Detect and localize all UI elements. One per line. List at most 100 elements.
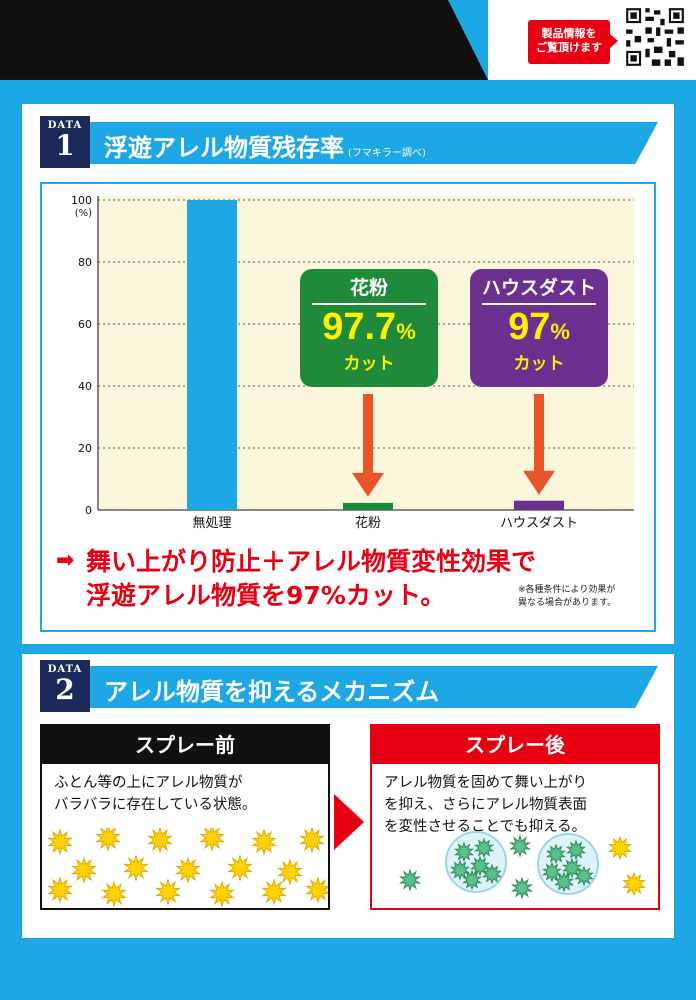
data1-subtitle: (フマキラー調べ) — [348, 148, 426, 159]
data2-panel: DATA 2 アレル物質を抑えるメカニズム スプレー前 ふとん等の上にアレル物質… — [22, 654, 674, 938]
clumped-allergen-icon — [565, 839, 587, 861]
dust-callout: ハウスダスト 97% カット — [470, 269, 608, 387]
allergen-particle-icon — [100, 880, 128, 908]
dust-callout-rule — [482, 303, 596, 305]
dust-callout-cut: カット — [513, 354, 565, 374]
before-text-line-1: ふとん等の上にアレル物質が — [54, 775, 243, 791]
data2-number: 2 — [55, 673, 75, 706]
denatured-allergen-icon — [398, 868, 422, 892]
clumped-allergen-icon — [541, 861, 563, 883]
clumped-allergen-icon — [573, 865, 595, 887]
allergen-particle-icon — [94, 828, 122, 852]
data1-number: 1 — [55, 129, 75, 162]
data2-header: DATA 2 アレル物質を抑えるメカニズム — [40, 660, 658, 712]
x-tick-label: 無処理 — [192, 516, 231, 530]
data1-title-text: 浮遊アレル物質残存率 — [104, 133, 344, 162]
after-spray-box: スプレー後 アレル物質を固めて舞い上がり を抑え、さらにアレル物質表面 を変性さ… — [370, 724, 660, 910]
clumped-allergen-icon — [473, 837, 495, 859]
transition-arrow-icon — [334, 794, 364, 850]
clumped-allergen-illustration — [398, 831, 646, 900]
pollen-value-number: 97.7 — [322, 306, 397, 348]
bar-2 — [343, 502, 393, 510]
after-text-line-1: アレル物質を固めて舞い上がり — [384, 775, 587, 791]
data1-title-bar: 浮遊アレル物質残存率 (フマキラー調べ) — [90, 122, 658, 164]
top-bar-slant — [448, 0, 488, 80]
data1-number-box: DATA 1 — [40, 116, 90, 168]
denatured-allergen-icon — [508, 834, 532, 858]
after-text-line-2: を抑え、さらにアレル物質表面 — [384, 797, 587, 813]
note-line-2: 異なる場合があります。 — [518, 598, 617, 608]
data1-panel: DATA 1 浮遊アレル物質残存率 (フマキラー調べ) 0 20 40 60 80 100 (… — [22, 104, 674, 644]
y-tick-label: 40 — [78, 380, 92, 393]
pollen-callout-value: 97.7% — [300, 305, 438, 354]
x-tick-label: 花粉 — [355, 515, 381, 530]
badge-pointer-icon — [610, 34, 618, 48]
allergen-particle-icon — [622, 871, 646, 897]
allergen-particle-icon — [154, 878, 182, 906]
clumped-allergen-icon — [481, 863, 503, 885]
allergen-particle-icon — [198, 828, 226, 852]
y-tick-label: 0 — [85, 504, 92, 517]
allergen-particle-icon — [298, 828, 326, 854]
allergen-particle-icon — [70, 856, 98, 884]
allergen-particle-icon — [608, 835, 632, 861]
dust-value-number: 97 — [508, 306, 551, 348]
badge-line-1: 製品情報を — [541, 27, 597, 40]
scattered-allergen-illustration — [46, 828, 328, 908]
y-tick-label: 60 — [78, 318, 92, 331]
allergen-particle-icon — [146, 828, 174, 854]
pollen-callout: 花粉 97.7% カット — [300, 269, 438, 387]
badge-line-2: ご覧頂けます — [536, 41, 602, 54]
reduction-arrow-head-icon — [352, 472, 384, 497]
message-arrow-icon: ➡ — [56, 548, 75, 573]
clumped-allergen-icon — [449, 859, 471, 881]
dust-callout-value: 97% — [470, 305, 608, 354]
product-info-badge[interactable]: 製品情報を ご覧頂けます — [528, 20, 610, 64]
message-line-1: 舞い上がり防止＋アレル物質変性効果で — [86, 547, 537, 576]
before-spray-box: スプレー前 ふとん等の上にアレル物質が バラバラに存在している状態。 — [40, 724, 330, 910]
before-spray-title: スプレー前 — [42, 726, 328, 764]
allergen-particle-icon — [260, 878, 288, 906]
clumped-allergen-icon — [453, 841, 475, 863]
allergen-particle-icon — [122, 854, 150, 882]
allergen-particle-icon — [174, 856, 202, 884]
message-line-2: 浮遊アレル物質を97%カット。 — [86, 581, 446, 610]
bar-1 — [187, 200, 237, 510]
denatured-allergen-icon — [510, 876, 534, 900]
bar-3 — [514, 500, 564, 510]
allergen-particle-icon — [304, 876, 328, 904]
dust-value-unit: % — [550, 319, 570, 344]
pollen-value-unit: % — [396, 319, 416, 344]
data1-title: 浮遊アレル物質残存率 (フマキラー調べ) — [104, 128, 426, 163]
y-tick-label: 100 — [71, 194, 92, 207]
reduction-arrow-shaft — [534, 394, 544, 473]
data1-tag: DATA — [47, 120, 83, 131]
x-tick-label: ハウスダスト — [500, 516, 578, 530]
clumped-allergen-icon — [545, 843, 567, 865]
after-spray-text: アレル物質を固めて舞い上がり を抑え、さらにアレル物質表面 を変性させることでも… — [372, 764, 658, 838]
pollen-callout-cut: カット — [343, 354, 395, 374]
clumped-allergen-icon — [553, 871, 575, 893]
after-text-line-3: を変性させることでも抑える。 — [384, 819, 587, 835]
reduction-arrow-shaft — [363, 394, 373, 475]
allergen-particle-icon — [208, 880, 236, 908]
clumped-allergen-icon — [561, 857, 583, 879]
allergen-particle-icon — [46, 876, 74, 904]
before-spray-text: ふとん等の上にアレル物質が バラバラに存在している状態。 — [42, 764, 328, 816]
clumped-allergen-icon — [469, 855, 491, 877]
data2-title: アレル物質を抑えるメカニズム — [104, 677, 440, 706]
clumped-allergen-icon — [461, 869, 483, 891]
data2-tag: DATA — [47, 664, 83, 675]
allergen-particle-icon — [250, 828, 278, 856]
data2-title-bar: アレル物質を抑えるメカニズム — [90, 666, 658, 708]
message-note: ※各種条件により効果が 異なる場合があります。 — [518, 584, 616, 610]
data2-number-box: DATA 2 — [40, 660, 90, 712]
allergen-particle-icon — [276, 858, 304, 886]
qr-code-icon[interactable] — [624, 6, 686, 68]
y-tick-label: 20 — [78, 442, 92, 455]
pollen-callout-label: 花粉 — [349, 277, 388, 299]
reduction-arrow-head-icon — [523, 470, 555, 495]
allergen-particle-icon — [226, 854, 254, 882]
y-tick-label: 80 — [78, 256, 92, 269]
chart-frame: 0 20 40 60 80 100 (%) 無処理 花粉 ハウスダスト 花粉 97.7% カット … — [40, 182, 656, 632]
